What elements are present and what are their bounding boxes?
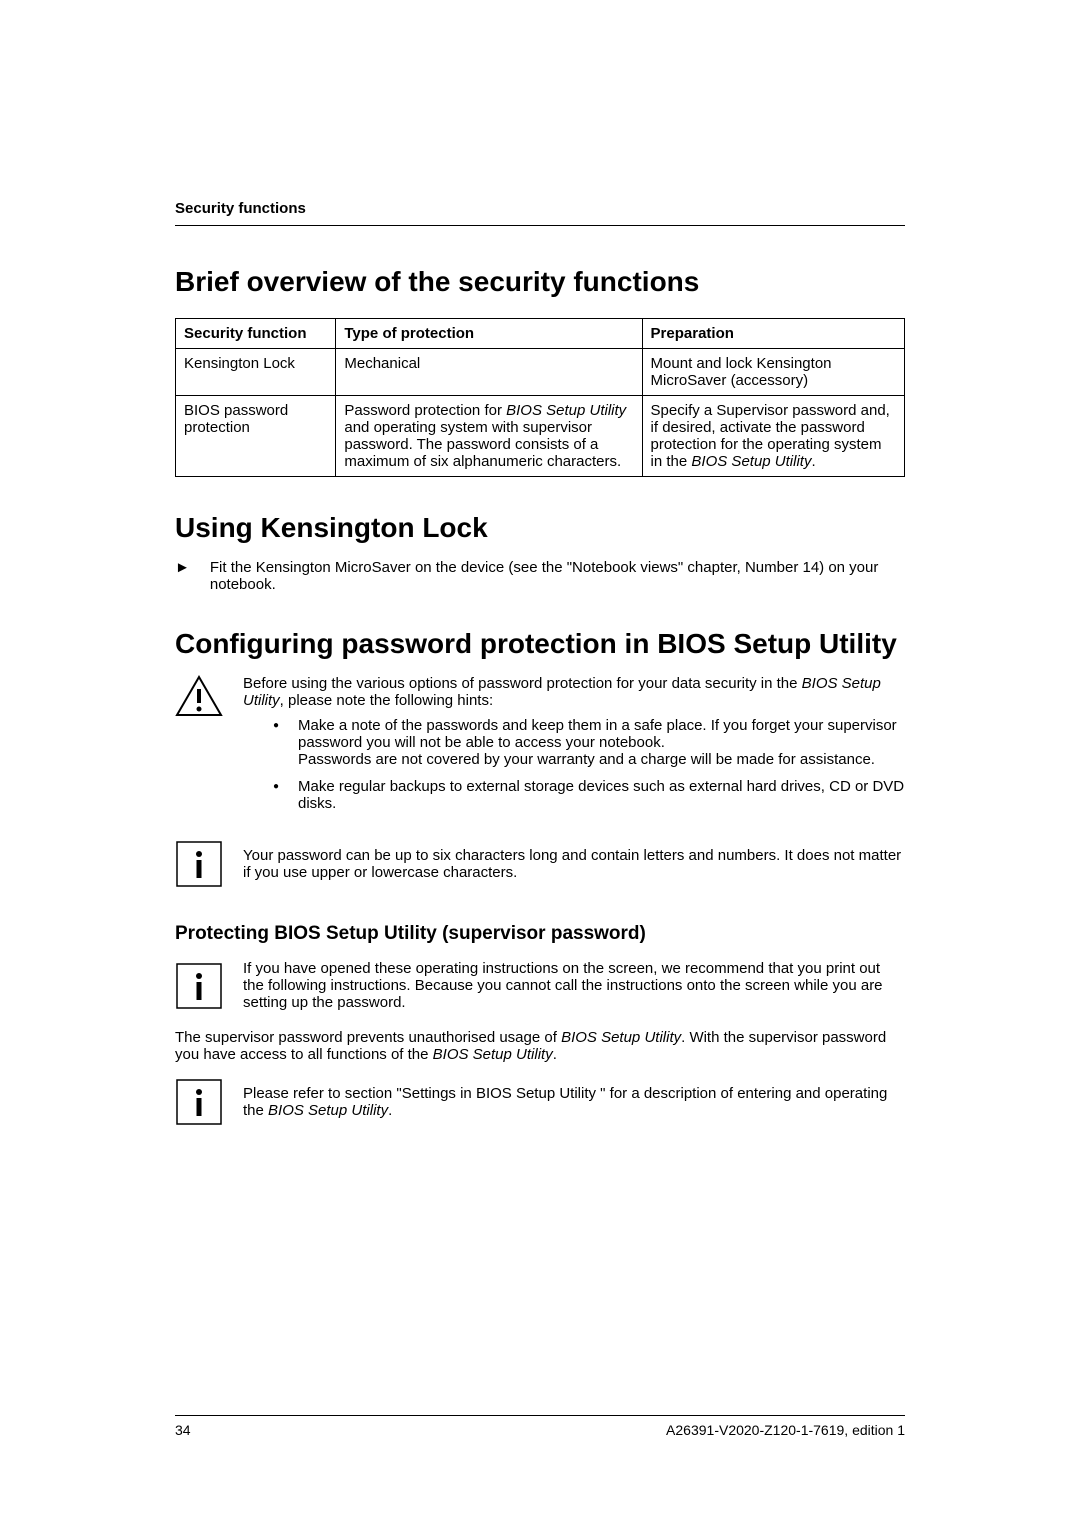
cell-text: and operating system with supervisor pas… xyxy=(344,419,621,470)
info-text-span: . xyxy=(388,1102,392,1119)
warning-intro: Before using the various options of pass… xyxy=(243,675,802,692)
table-row: BIOS password protection Password protec… xyxy=(176,396,905,477)
table-cell: Password protection for BIOS Setup Utili… xyxy=(336,396,642,477)
info-icon xyxy=(175,840,223,888)
warning-block: Before using the various options of pass… xyxy=(175,675,905,822)
header-rule xyxy=(175,225,905,226)
th-preparation: Preparation xyxy=(642,319,904,349)
instruction-text: Fit the Kensington MicroSaver on the dev… xyxy=(210,559,905,593)
doc-id: A26391-V2020-Z120-1-7619, edition 1 xyxy=(666,1422,905,1438)
p-text-italic: BIOS Setup Utility xyxy=(561,1029,681,1046)
info-text: Please refer to section "Settings in BIO… xyxy=(243,1085,905,1119)
table-cell: Specify a Supervisor password and, if de… xyxy=(642,396,904,477)
supervisor-paragraph: The supervisor password prevents unautho… xyxy=(175,1029,905,1063)
heading-configuring: Configuring password protection in BIOS … xyxy=(175,628,905,660)
security-functions-table: Security function Type of protection Pre… xyxy=(175,318,905,477)
footer-row: 34 A26391-V2020-Z120-1-7619, edition 1 xyxy=(175,1422,905,1438)
info-icon xyxy=(175,1078,223,1126)
page-number: 34 xyxy=(175,1422,191,1438)
warning-icon xyxy=(175,675,223,717)
warning-content: Before using the various options of pass… xyxy=(243,675,905,822)
th-security-function: Security function xyxy=(176,319,336,349)
warning-bullets: Make a note of the passwords and keep th… xyxy=(273,717,905,812)
cell-text-italic: BIOS Setup Utility xyxy=(691,453,811,470)
page-footer: 34 A26391-V2020-Z120-1-7619, edition 1 xyxy=(175,1415,905,1438)
info-text: Your password can be up to six character… xyxy=(243,847,905,881)
cell-text: Password protection for xyxy=(344,402,506,419)
footer-rule xyxy=(175,1415,905,1416)
p-text: . xyxy=(553,1046,557,1063)
table-cell: Mechanical xyxy=(336,349,642,396)
p-text-italic: BIOS Setup Utility xyxy=(433,1046,553,1063)
table-cell: Mount and lock Kensington MicroSaver (ac… xyxy=(642,349,904,396)
info-block: Your password can be up to six character… xyxy=(175,840,905,888)
table-header-row: Security function Type of protection Pre… xyxy=(176,319,905,349)
list-item: Make regular backups to external storage… xyxy=(273,778,905,812)
instruction-item: ► Fit the Kensington MicroSaver on the d… xyxy=(175,559,905,593)
table-cell: BIOS password protection xyxy=(176,396,336,477)
table-cell: Kensington Lock xyxy=(176,349,336,396)
info-text-italic: BIOS Setup Utility xyxy=(268,1102,388,1119)
section-label: Security functions xyxy=(175,200,905,217)
warning-intro: , please note the following hints: xyxy=(280,692,493,709)
info-icon xyxy=(175,962,223,1010)
list-item: Make a note of the passwords and keep th… xyxy=(273,717,905,768)
info-text: If you have opened these operating instr… xyxy=(243,960,905,1011)
heading-kensington: Using Kensington Lock xyxy=(175,512,905,544)
p-text: The supervisor password prevents unautho… xyxy=(175,1029,561,1046)
table-row: Kensington Lock Mechanical Mount and loc… xyxy=(176,349,905,396)
cell-text: . xyxy=(811,453,815,470)
th-type-protection: Type of protection xyxy=(336,319,642,349)
arrow-icon: ► xyxy=(175,559,190,593)
info-block: If you have opened these operating instr… xyxy=(175,960,905,1011)
info-block: Please refer to section "Settings in BIO… xyxy=(175,1078,905,1126)
heading-overview: Brief overview of the security functions xyxy=(175,266,905,298)
page-header: Security functions xyxy=(175,200,905,226)
cell-text-italic: BIOS Setup Utility xyxy=(506,402,626,419)
heading-protecting: Protecting BIOS Setup Utility (superviso… xyxy=(175,923,905,945)
